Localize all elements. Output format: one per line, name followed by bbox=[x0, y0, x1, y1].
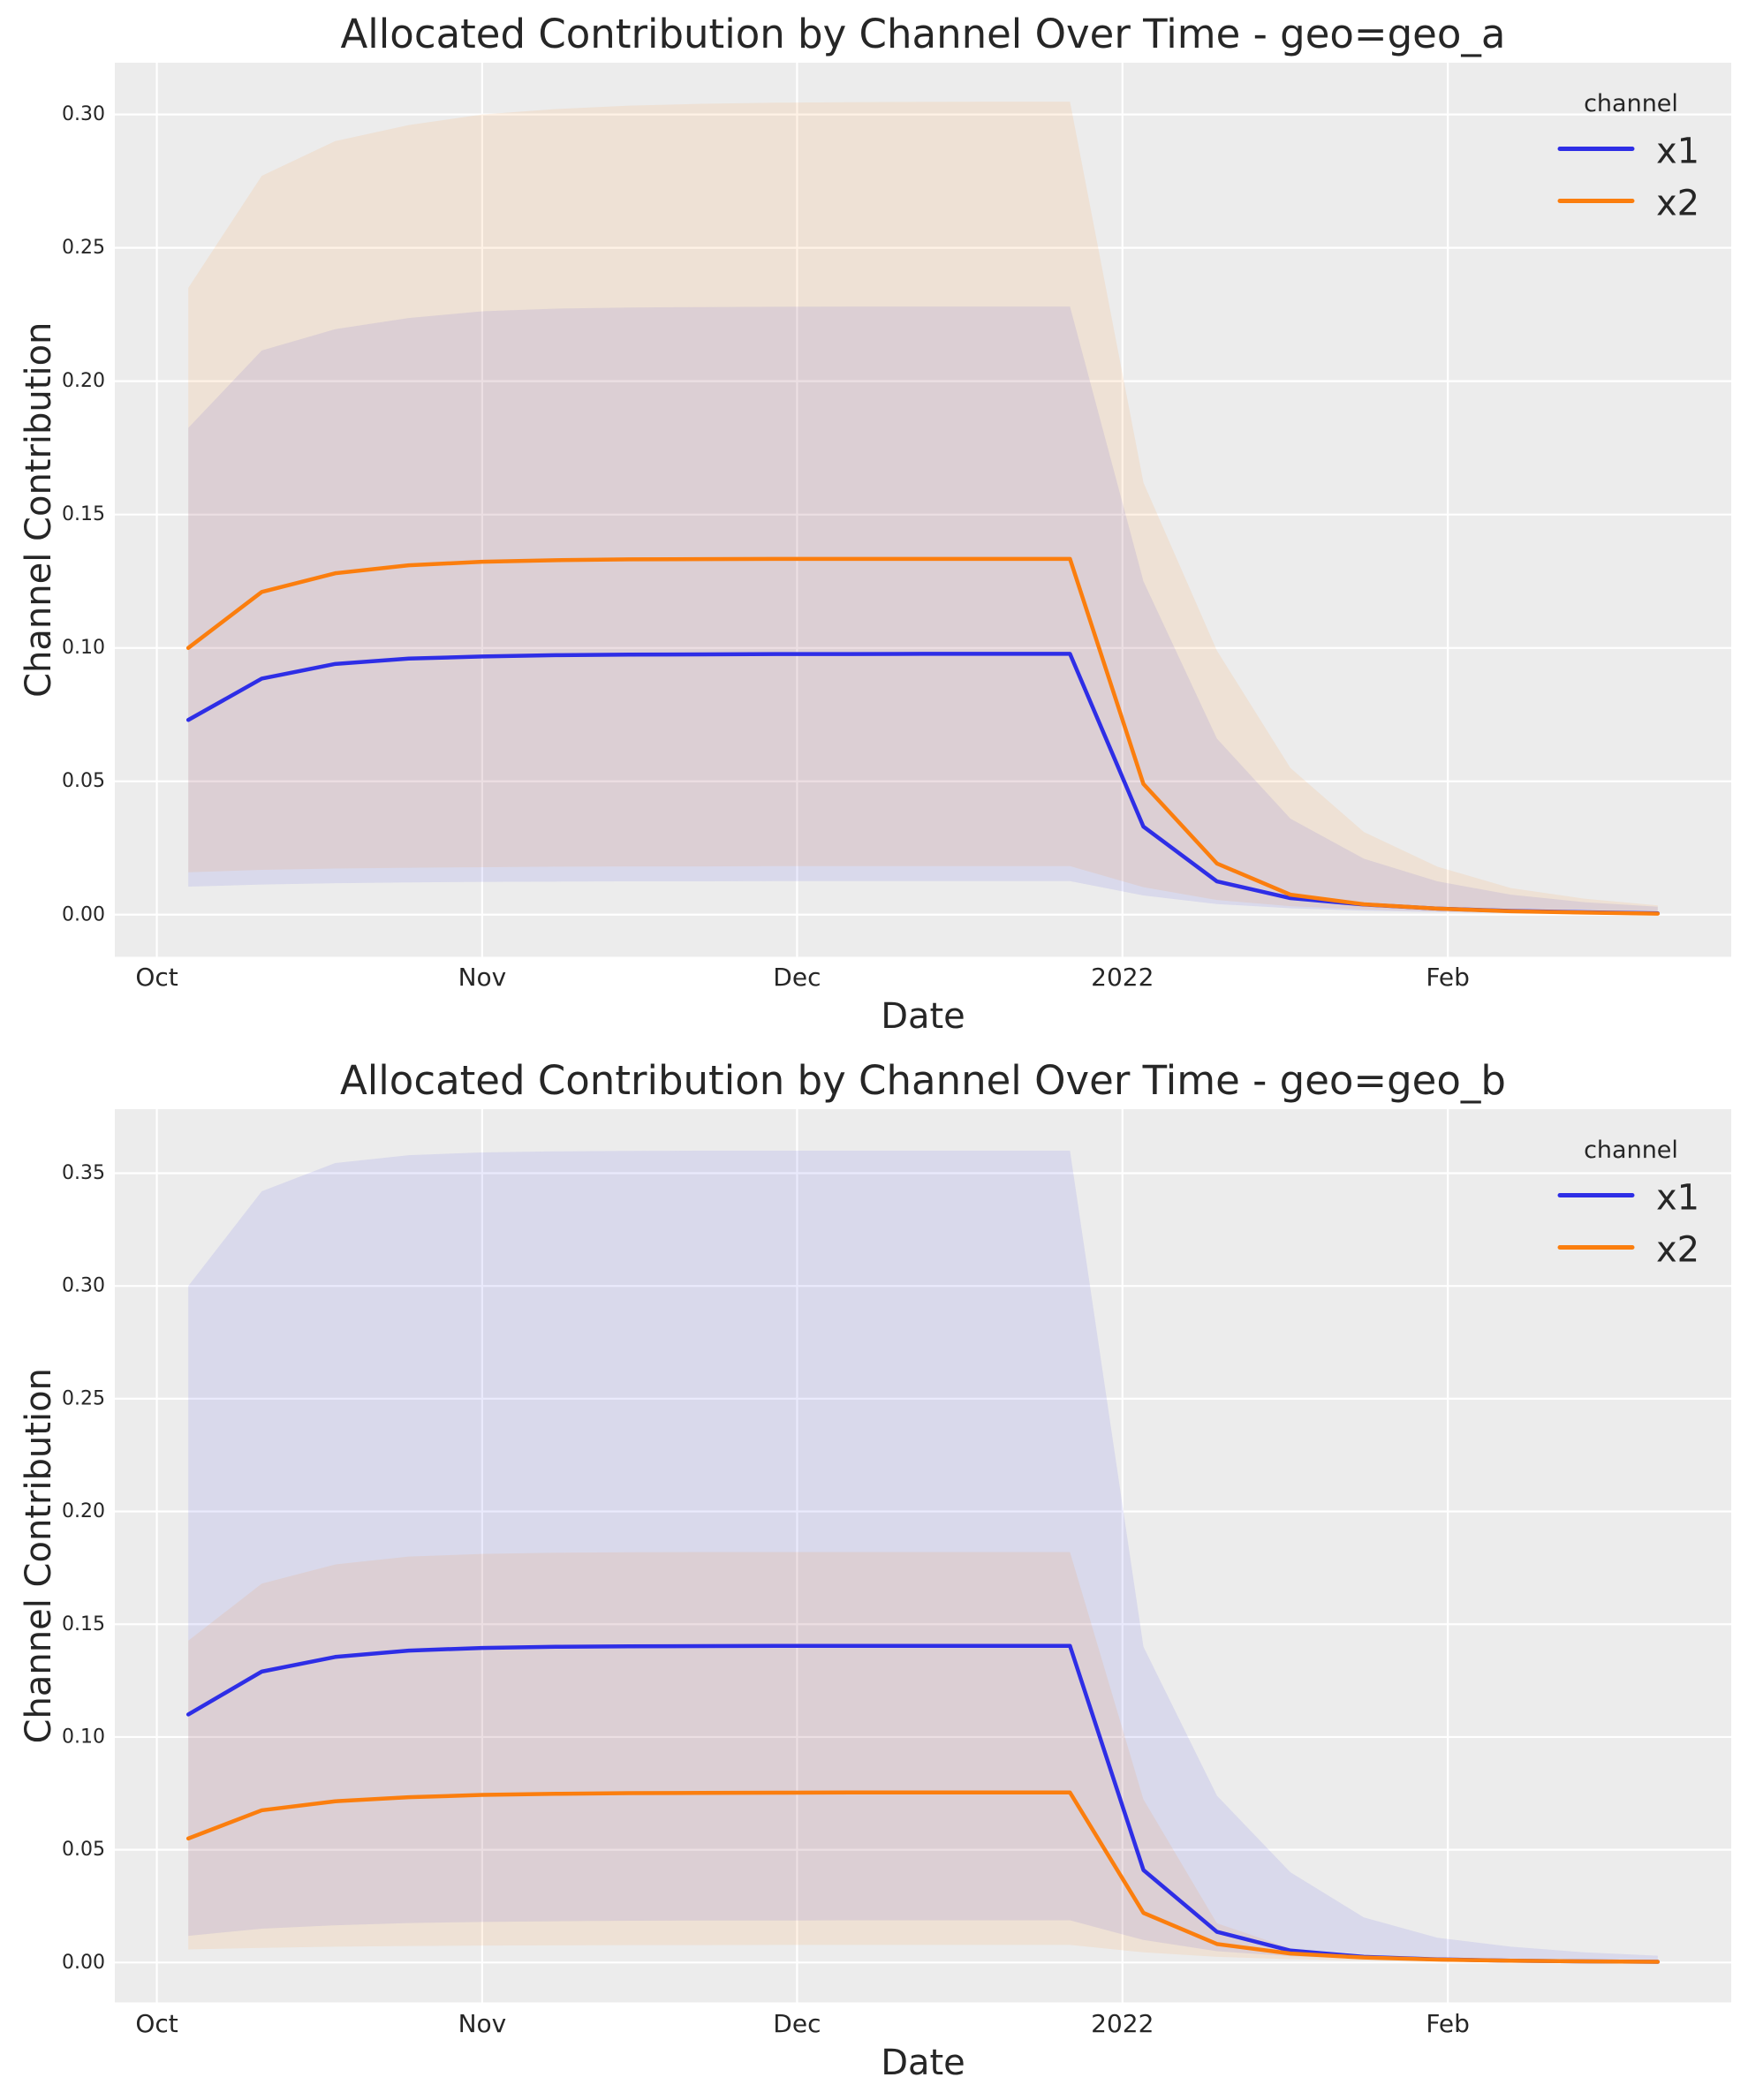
x-tick-label: Oct bbox=[135, 963, 178, 992]
y-tick-label: 0.25 bbox=[62, 1387, 105, 1409]
y-tick-label: 0.00 bbox=[62, 1952, 105, 1974]
x-tick-label: Nov bbox=[458, 963, 507, 992]
chart-title: Allocated Contribution by Channel Over T… bbox=[341, 11, 1506, 57]
x-tick-label: Oct bbox=[135, 2009, 178, 2038]
x-tick-label: 2022 bbox=[1091, 963, 1154, 992]
y-tick-label: 0.25 bbox=[62, 237, 105, 259]
hdi-band-x2 bbox=[188, 1552, 1658, 1962]
hdi-band-x2 bbox=[188, 102, 1658, 914]
x-axis-label: Date bbox=[881, 2043, 965, 2083]
x-tick-label: Feb bbox=[1426, 963, 1470, 992]
legend-label-x2: x2 bbox=[1656, 1229, 1699, 1270]
chart-geo_b: Oct Nov Dec 2022 Feb 0.00 0.05 0.10 0.15 0.20 0.25… bbox=[19, 1057, 1731, 2083]
grid bbox=[115, 1109, 1731, 2003]
legend-title: channel bbox=[1584, 1137, 1678, 1164]
hdi-band-x1 bbox=[188, 306, 1658, 914]
y-tick-label: 0.00 bbox=[62, 903, 105, 925]
x-axis-label: Date bbox=[881, 996, 965, 1037]
y-axis-label: Channel Contribution bbox=[19, 322, 59, 698]
y-tick-label: 0.20 bbox=[62, 370, 105, 392]
x-tick-label: 2022 bbox=[1091, 2009, 1154, 2038]
legend-title: channel bbox=[1584, 90, 1678, 117]
x-tick-label: Dec bbox=[773, 2009, 821, 2038]
chart-title: Allocated Contribution by Channel Over T… bbox=[340, 1057, 1506, 1104]
plot-area bbox=[115, 1109, 1731, 2003]
y-tick-label: 0.15 bbox=[62, 503, 105, 525]
y-axis-label: Channel Contribution bbox=[19, 1368, 59, 1743]
y-tick-label: 0.05 bbox=[62, 770, 105, 792]
legend: channel x1 x2 bbox=[1557, 90, 1699, 223]
y-tick-label: 0.05 bbox=[62, 1839, 105, 1861]
y-tick-label: 0.30 bbox=[62, 103, 105, 125]
legend: channel x1 x2 bbox=[1557, 1137, 1699, 1270]
x-tick-label: Nov bbox=[458, 2009, 507, 2038]
grid bbox=[115, 63, 1731, 957]
x-tick-label: Feb bbox=[1426, 2009, 1470, 2038]
y-tick-label: 0.10 bbox=[62, 637, 105, 659]
mean-line-x2 bbox=[185, 1790, 1661, 1964]
y-tick-label: 0.20 bbox=[62, 1500, 105, 1522]
y-tick-label: 0.15 bbox=[62, 1613, 105, 1635]
legend-label-x1: x1 bbox=[1656, 1177, 1699, 1218]
legend-label-x2: x2 bbox=[1656, 183, 1699, 223]
y-tick-label: 0.30 bbox=[62, 1275, 105, 1297]
mean-line-x2 bbox=[185, 556, 1661, 916]
chart-geo_a: Oct Nov Dec 2022 Feb 0.00 0.05 0.10 0.15 0.20 0.25… bbox=[19, 11, 1731, 1037]
x-tick-label: Dec bbox=[773, 963, 821, 992]
hdi-band-x1 bbox=[188, 1150, 1658, 1962]
y-tick-label: 0.10 bbox=[62, 1726, 105, 1748]
legend-label-x1: x1 bbox=[1656, 131, 1699, 171]
plot-area bbox=[115, 63, 1731, 957]
y-tick-label: 0.35 bbox=[62, 1162, 105, 1184]
